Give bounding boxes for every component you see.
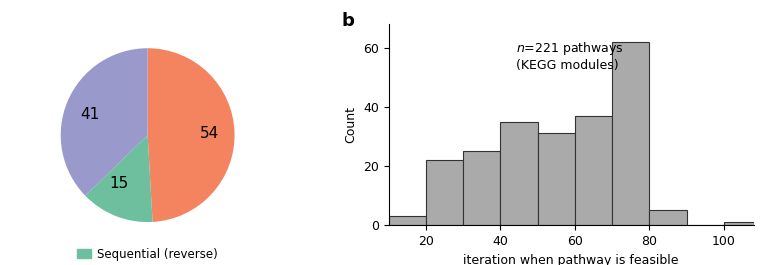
Bar (724, 222, 761, 225)
Bar (500, 122, 538, 225)
Bar (538, 134, 575, 225)
Y-axis label: Count: Count (344, 106, 357, 143)
Bar (650, 210, 687, 225)
Bar (612, 42, 650, 225)
Text: 41: 41 (80, 107, 99, 122)
Text: $n$=221 pathways
(KEGG modules): $n$=221 pathways (KEGG modules) (516, 40, 624, 72)
Wedge shape (148, 48, 235, 222)
Bar (388, 216, 426, 225)
Bar (463, 151, 500, 225)
X-axis label: iteration when pathway is feasible: iteration when pathway is feasible (463, 254, 679, 265)
Wedge shape (85, 135, 152, 222)
Bar (426, 160, 463, 225)
Wedge shape (61, 48, 148, 196)
Text: 15: 15 (110, 176, 129, 191)
Legend: Sequential (reverse), Sequential (forward), Mosaic: Sequential (reverse), Sequential (forwar… (72, 243, 223, 265)
Text: 54: 54 (200, 126, 219, 141)
Text: b: b (341, 12, 354, 30)
Bar (575, 116, 612, 225)
